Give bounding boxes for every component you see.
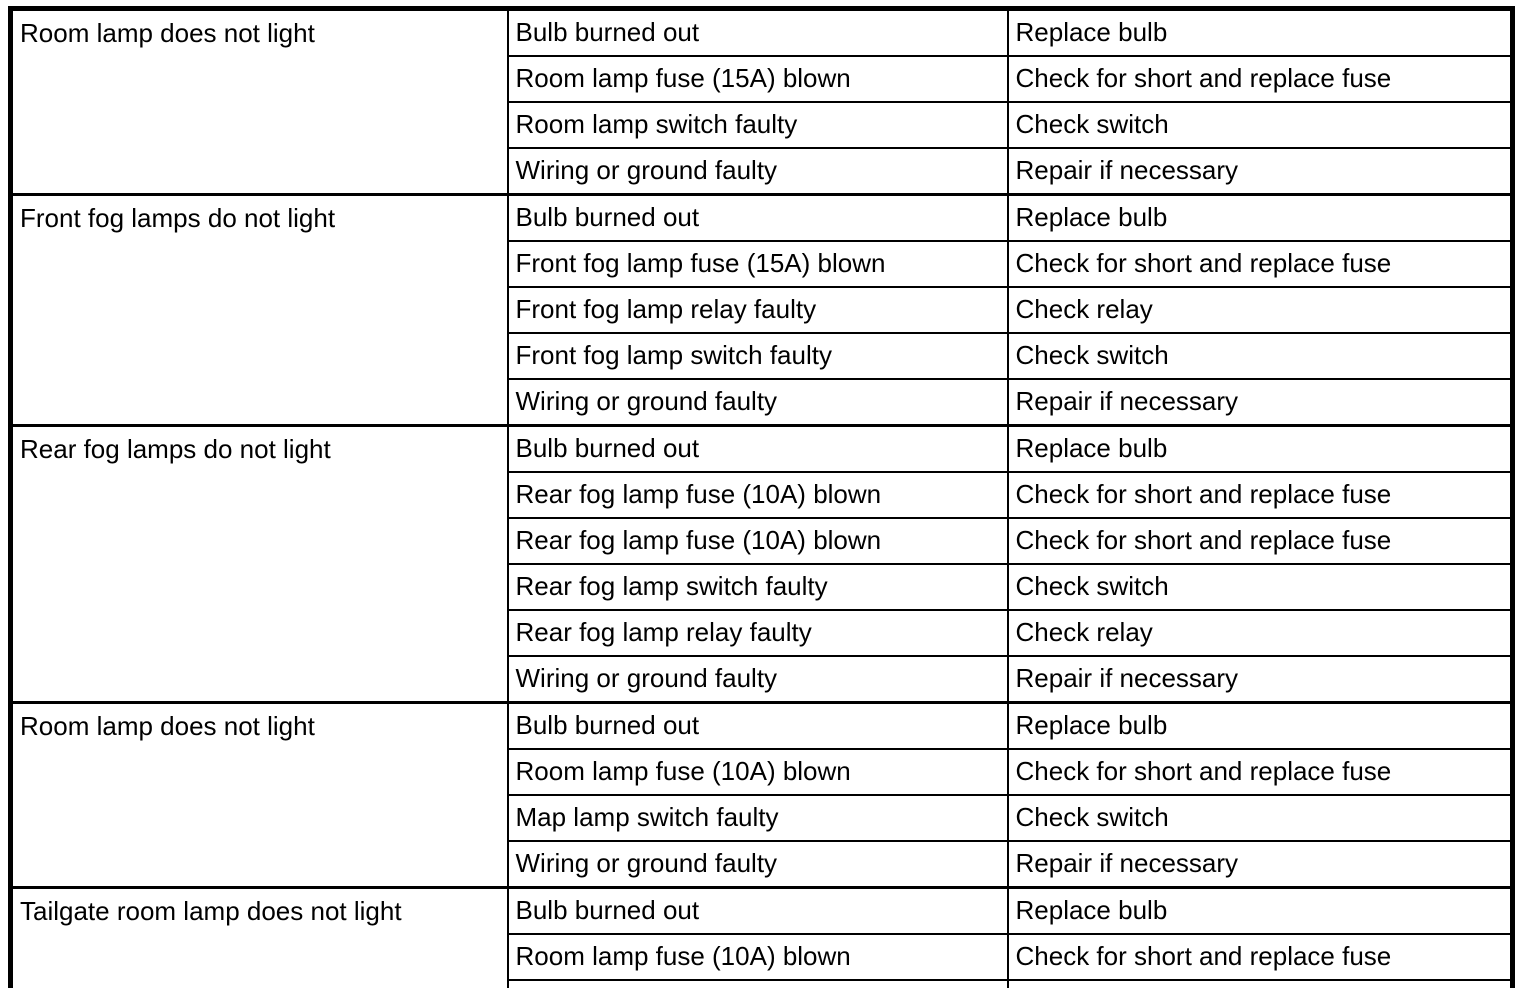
troubleshooting-table: Room lamp does not light Bulb burned out R… [8, 6, 1515, 988]
cause-cell: Map lamp switch faulty [506, 794, 1009, 842]
remedy-cell: Check relay [1006, 286, 1514, 334]
cause-cell: Rear fog lamp relay faulty [506, 609, 1009, 657]
cause-cell: Rear fog lamp switch faulty [506, 563, 1009, 611]
remedy-cell: Repair if necessary [1006, 147, 1514, 196]
table-row: Front fog lamp switch faulty Check switch [11, 332, 1514, 380]
remedy-cell: Replace bulb [1006, 886, 1514, 935]
table-row: Rear fog lamp switch faulty Check switch [11, 563, 1514, 611]
remedy-cell: Repair if necessary [1006, 378, 1514, 427]
remedy-cell: Repair if necessary [1006, 840, 1514, 889]
table-row: Room lamp does not light Bulb burned out R… [9, 701, 1514, 889]
remedy-cell: Check relay [1006, 609, 1514, 657]
symptom-cell: Rear fog lamps do not light [9, 424, 509, 704]
table-row: Wiring or ground faulty Repair if necessa… [11, 655, 1514, 704]
remedy-cell: Check switch [1006, 332, 1514, 380]
remedy-cell: Check for short and replace fuse [1006, 55, 1514, 103]
table-row: Wiring or ground faulty Repair if necessa… [11, 840, 1514, 889]
table-row: Rear fog lamp relay faulty Check relay [11, 609, 1514, 657]
table-row: Room lamp fuse (10A) blown Check for shor… [11, 933, 1514, 981]
cause-cell: Bulb burned out [506, 886, 1009, 935]
table-row: Map lamp switch faulty Check switch [11, 794, 1514, 842]
cause-cell: Wiring or ground faulty [506, 655, 1009, 704]
cause-cell: Bulb burned out [506, 7, 1009, 57]
cause-cell: Front fog lamp switch faulty [506, 332, 1009, 380]
cause-cell: Bulb burned out [506, 193, 1009, 242]
remedy-cell: Check for short and replace fuse [1006, 517, 1514, 565]
table-row: Room lamp switch faulty Check switch [11, 101, 1514, 149]
table-row: Wiring or ground faulty Repair if necessa… [11, 378, 1514, 427]
table-row: Wiring or ground faulty Repair if necessa… [11, 147, 1514, 196]
table-row: Rear fog lamps do not light Bulb burned o… [9, 424, 1514, 704]
remedy-cell: Replace bulb [1006, 701, 1514, 750]
table-row: Rear fog lamp fuse (10A) blown Check for … [11, 517, 1514, 565]
remedy-cell: Replace bulb [1006, 424, 1514, 473]
cause-cell: Bulb burned out [506, 424, 1009, 473]
cause-cell: Rear fog lamp fuse (10A) blown [506, 517, 1009, 565]
cause-cell: Room lamp switch faulty [506, 101, 1009, 149]
table-row: Room lamp fuse (15A) blown Check for shor… [11, 55, 1514, 103]
remedy-cell: Check for short and replace fuse [1006, 471, 1514, 519]
cause-cell: Wiring or ground faulty [506, 378, 1009, 427]
table-row: Front fog lamps do not light Bulb burned … [9, 193, 1514, 427]
symptom-cell: Tailgate room lamp does not light [9, 886, 509, 988]
remedy-cell: Replace bulb [1006, 193, 1514, 242]
remedy-cell: Check for short and replace fuse [1006, 748, 1514, 796]
cause-cell: Tailgate room lamp switch faulty [506, 979, 1009, 988]
remedy-cell: Replace bulb [1006, 7, 1514, 57]
table-row: Rear fog lamp fuse (10A) blown Check for … [11, 471, 1514, 519]
table-row: Front fog lamp fuse (15A) blown Check for… [11, 240, 1514, 288]
table-row: Tailgate room lamp does not light Bulb bu… [9, 886, 1514, 988]
cause-cell: Front fog lamp relay faulty [506, 286, 1009, 334]
cause-cell: Bulb burned out [506, 701, 1009, 750]
cause-cell: Room lamp fuse (10A) blown [506, 748, 1009, 796]
cause-cell: Rear fog lamp fuse (10A) blown [506, 471, 1009, 519]
table-row: Front fog lamp relay faulty Check relay [11, 286, 1514, 334]
symptom-cell: Room lamp does not light [9, 701, 509, 889]
remedy-cell: Check switch [1006, 979, 1514, 988]
symptom-cell: Front fog lamps do not light [9, 193, 509, 427]
symptom-cell: Room lamp does not light [9, 7, 509, 196]
table-row: Room lamp does not light Bulb burned out R… [9, 7, 1514, 196]
table-row: Room lamp fuse (10A) blown Check for shor… [11, 748, 1514, 796]
remedy-cell: Repair if necessary [1006, 655, 1514, 704]
cause-cell: Room lamp fuse (15A) blown [506, 55, 1009, 103]
remedy-cell: Check switch [1006, 563, 1514, 611]
remedy-cell: Check for short and replace fuse [1006, 933, 1514, 981]
cause-cell: Front fog lamp fuse (15A) blown [506, 240, 1009, 288]
remedy-cell: Check for short and replace fuse [1006, 240, 1514, 288]
remedy-cell: Check switch [1006, 101, 1514, 149]
cause-cell: Room lamp fuse (10A) blown [506, 933, 1009, 981]
cause-cell: Wiring or ground faulty [506, 147, 1009, 196]
remedy-cell: Check switch [1006, 794, 1514, 842]
cause-cell: Wiring or ground faulty [506, 840, 1009, 889]
